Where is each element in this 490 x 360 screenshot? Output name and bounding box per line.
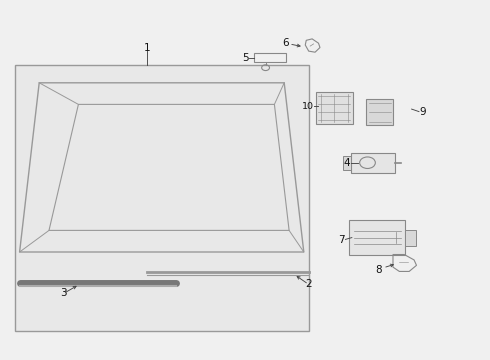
Bar: [343, 156, 351, 170]
Bar: [349, 220, 406, 255]
Text: 3: 3: [60, 288, 67, 298]
Text: 2: 2: [305, 279, 312, 289]
Text: 4: 4: [343, 158, 350, 168]
Text: 5: 5: [242, 53, 248, 63]
Bar: [367, 99, 393, 125]
Text: 8: 8: [375, 265, 382, 275]
Text: 7: 7: [338, 235, 344, 245]
Text: 10: 10: [302, 102, 314, 111]
Bar: [351, 153, 395, 172]
Text: 6: 6: [282, 38, 289, 48]
Text: 1: 1: [144, 43, 150, 53]
Bar: [254, 53, 286, 62]
Bar: [15, 65, 309, 331]
Bar: [406, 230, 416, 246]
Text: 9: 9: [419, 107, 426, 117]
Bar: [316, 92, 353, 124]
